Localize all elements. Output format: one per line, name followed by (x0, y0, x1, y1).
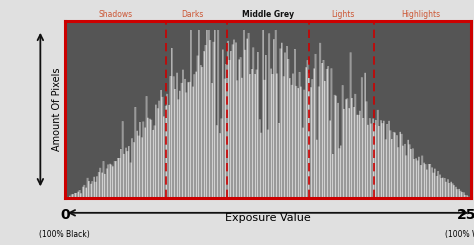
Text: 250: 250 (456, 208, 474, 222)
Text: Shadows: Shadows (99, 10, 133, 19)
Text: Highlights: Highlights (401, 10, 440, 19)
Text: (100% White): (100% White) (445, 230, 474, 239)
Text: 0: 0 (60, 208, 70, 222)
Text: Lights: Lights (331, 10, 355, 19)
Y-axis label: Amount Of Pixels: Amount Of Pixels (52, 68, 62, 151)
Text: Darks: Darks (182, 10, 204, 19)
Text: Exposure Value: Exposure Value (225, 213, 311, 223)
Text: (100% Black): (100% Black) (39, 230, 90, 239)
Text: Middle Grey: Middle Grey (242, 10, 294, 19)
